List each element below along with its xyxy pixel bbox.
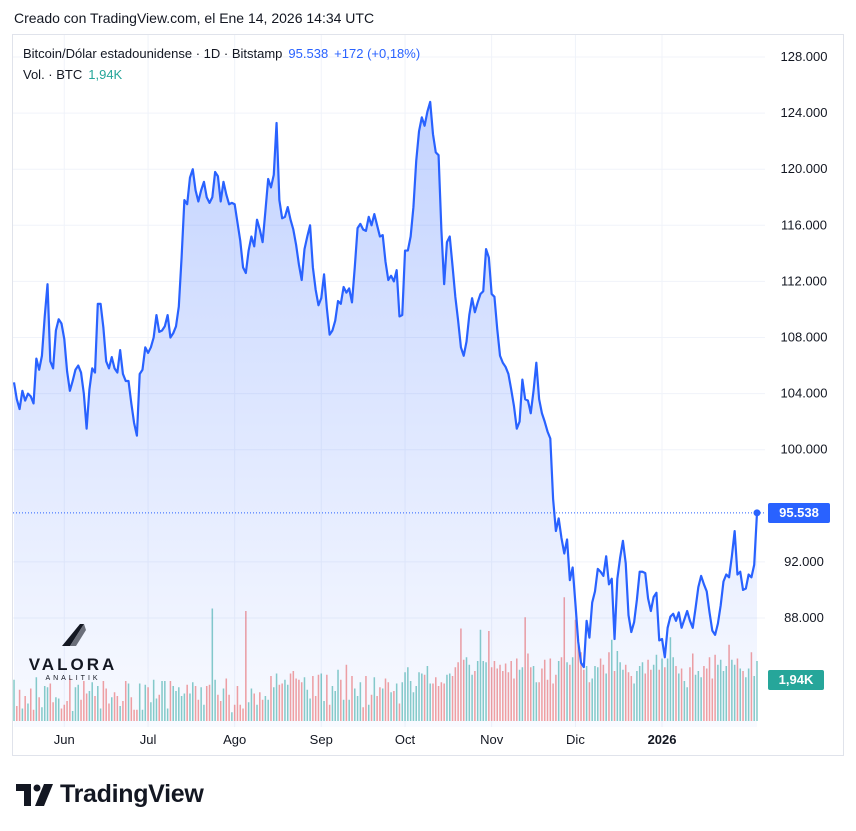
legend-change: +172 (+0,18%) [334,46,421,61]
price-chart[interactable]: 128.000 124.000 120.000 116.000 112.000 108.0… [0,0,856,760]
x-tick-label: Ago [223,732,246,747]
volume-value: 1,94K [88,67,123,82]
valora-watermark: VALORA ANALITIK [28,622,118,682]
tradingview-logo[interactable]: TradingView [16,780,204,809]
volume-tag: 1,94K [768,670,824,690]
x-tick-label: Oct [395,732,416,747]
y-tick-label: 116.000 [781,217,827,232]
y-tick-label: 112.000 [781,273,827,288]
symbol-name: Bitcoin/Dólar estadounidense · 1D · Bits… [23,46,283,61]
created-caption: Creado con TradingView.com, el Ene 14, 2… [14,10,375,26]
valora-logo-icon [62,624,86,646]
chart-frame [12,34,844,756]
tradingview-logo-icon [16,783,53,806]
x-tick-label: Nov [480,732,504,747]
x-tick-label: Jul [140,732,157,747]
price-area-fill [14,101,757,727]
y-axis-ticks: 128.000 124.000 120.000 116.000 112.000 108.0… [781,49,828,625]
x-axis-ticks: Jun Jul Ago Sep Oct Nov Dic 2026 [54,732,677,747]
x-tick-label: Dic [566,732,585,747]
y-tick-label: 100.000 [781,442,828,457]
last-price-dot [753,509,761,517]
x-tick-label: Jun [54,732,75,747]
y-tick-label: 88.000 [784,610,824,625]
last-price-tag: 95.538 [768,502,830,523]
y-tick-label: 108.000 [781,330,828,345]
y-tick-label: 104.000 [781,386,828,401]
volume-legend: Vol. · BTC 1,94K [23,67,122,82]
y-tick-label: 120.000 [781,161,828,176]
y-tick-label: 128.000 [781,49,828,64]
legend-price: 95.538 [288,46,329,61]
price-area [12,100,765,727]
symbol-legend: Bitcoin/Dólar estadounidense · 1D · Bits… [23,46,420,61]
watermark-subtitle: ANALITIK [45,675,101,682]
watermark-title: VALORA [28,655,118,674]
y-tick-label: 92.000 [784,554,824,569]
x-tick-label: 2026 [648,732,677,747]
x-tick-label: Sep [310,732,333,747]
y-tick-label: 124.000 [781,105,828,120]
tradingview-wordmark: TradingView [60,780,204,808]
volume-label: Vol. · BTC [23,67,83,82]
price-line [12,100,759,669]
